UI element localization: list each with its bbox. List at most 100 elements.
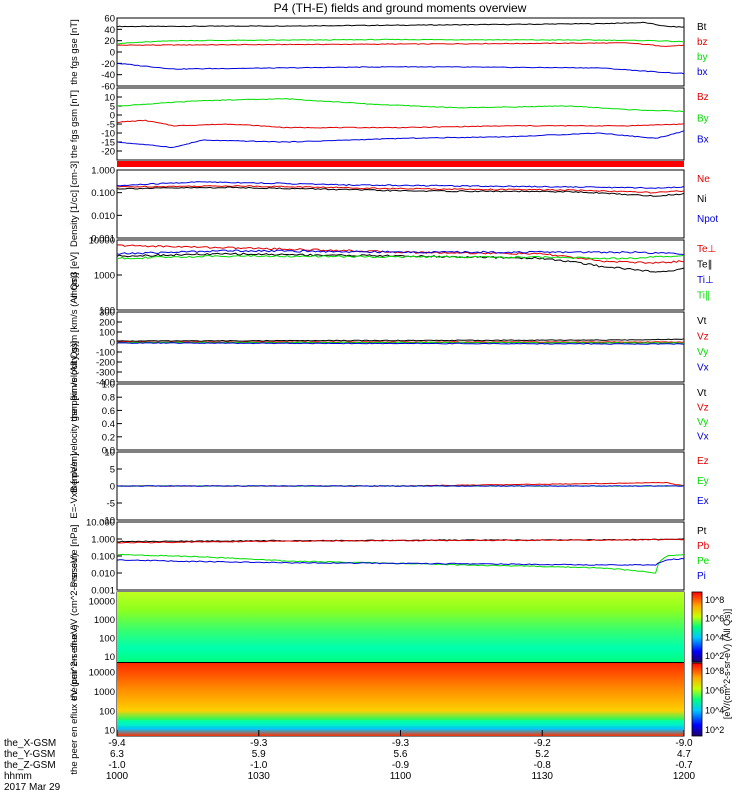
y-tick-label: 0.6 [102, 406, 115, 417]
y-tick-label: -100 [96, 348, 115, 359]
y-tick-label: 10.000 [86, 518, 115, 529]
panel-6: 1.0 0.8 0.6 0.4 0.2 0.0 the peer velocity gsm … [69, 341, 709, 493]
footer-value-y: 5.6 [394, 749, 408, 760]
legend-bx: bx [697, 67, 708, 78]
footer-value-t: 1130 [531, 771, 553, 782]
footer-value-z: -1.0 [250, 760, 268, 771]
y-tick-label: -400 [96, 378, 115, 389]
y-tick-label: 1000 [94, 615, 115, 626]
colorbar-ions [691, 591, 703, 663]
electron-spectrogram [117, 663, 684, 736]
footer-row-label: the_Z-GSM [4, 760, 56, 771]
legend-Ey: Ey [697, 476, 709, 487]
y-tick-label: 0.001 [91, 234, 115, 245]
y-tick-label: -5 [107, 499, 115, 510]
legend-By: By [697, 113, 709, 124]
series-Npot [116, 181, 685, 189]
footer-row-label: the_X-GSM [4, 738, 56, 749]
legend-Vt: Vt [697, 388, 707, 399]
y-tick-label: -10 [101, 516, 115, 527]
y-tick-label: 0.8 [102, 393, 115, 404]
panel-frame [116, 311, 685, 383]
series-Pi [116, 557, 685, 566]
footer-value-z: -0.7 [675, 760, 693, 771]
footer-value-y: 4.7 [677, 749, 691, 760]
series-Ti∥ [116, 254, 685, 260]
legend-bz: bz [697, 37, 708, 48]
series-Ne [116, 185, 685, 194]
colorbar-tick: 10^8 [705, 595, 724, 605]
y-tick-label: 10 [104, 726, 115, 737]
footer-value-z: -0.8 [534, 760, 552, 771]
legend-Ti∥: Ti∥ [697, 291, 710, 302]
panel-frame [116, 239, 685, 311]
y-tick-label: 10000 [89, 596, 115, 607]
panel-8: 10.000 1.000 0.100 0.010 0.001 Pressure [nPa]… [69, 518, 710, 597]
y-tick-label: 0.001 [91, 586, 115, 597]
panel-frame [116, 169, 685, 239]
legend-Ni: Ni [697, 194, 706, 205]
series-Ni [116, 186, 685, 197]
y-tick-label: 60 [104, 14, 115, 25]
y-tick-label: 100 [99, 706, 115, 717]
legend-Vz: Vz [697, 403, 709, 414]
y-tick-label: 10000 [89, 668, 115, 679]
y-axis-label: Density [1/cc] [cm-3] [69, 161, 80, 247]
y-tick-label: 0.100 [91, 188, 115, 199]
y-tick-label: 100 [99, 306, 115, 317]
y-tick-label: 1.000 [91, 535, 115, 546]
legend-Pi: Pi [697, 571, 706, 582]
colorbar-tick: 10^6 [705, 686, 724, 696]
y-tick-label: -200 [96, 358, 115, 369]
y-tick-label: 1000 [94, 687, 115, 698]
series-Bt [116, 21, 685, 28]
legend-by: by [697, 52, 708, 63]
ion-spectrogram [117, 592, 684, 662]
y-tick-label: 1.000 [91, 166, 115, 177]
series-Te∥ [116, 252, 685, 273]
panel-4: 10000 1000 100 mom3 [eV] Te⊥ Te∥ Ti⊥ Ti∥ [69, 236, 716, 317]
y-tick-label: 0 [110, 111, 115, 122]
panel-3: 1.000 0.100 0.010 0.001 Density [1/cc] [cm-3… [69, 161, 718, 247]
colorbar-tick: 10^4 [705, 632, 724, 642]
colorbar-tick: 10^4 [705, 705, 724, 715]
legend-Vx: Vx [697, 432, 709, 443]
legend-Te∥: Te∥ [697, 260, 713, 271]
legend-Npot: Npot [697, 214, 718, 225]
legend-Vt: Vt [697, 316, 707, 327]
y-axis-label: the fgs gsm [nT] [69, 90, 80, 158]
y-tick-label: 5 [110, 465, 115, 476]
series-by [116, 38, 685, 45]
panel-frame [116, 521, 685, 591]
y-tick-label: 200 [99, 318, 115, 329]
footer-value-t: 1030 [248, 771, 271, 782]
series-Bz [116, 119, 685, 129]
y-axis-label: the peir en eflux eV (cm^2-s-sr-eV) [69, 553, 80, 700]
y-tick-label: -20 [101, 147, 115, 158]
footer-value-y: 5.2 [535, 749, 549, 760]
y-tick-label: 0.2 [102, 432, 115, 443]
legend-Pb: Pb [697, 541, 710, 552]
colorbar-tick: 10^6 [705, 614, 724, 624]
y-tick-label: 40 [104, 25, 115, 36]
y-tick-label: -5 [107, 120, 115, 131]
panel-7: 10 5 0 -5 -10 E=-VxB [mV/m] Ez Ey Ex [69, 448, 709, 527]
y-tick-label: 0 [110, 482, 115, 493]
y-tick-label: 0.0 [102, 446, 115, 457]
y-tick-label: 10 [104, 652, 115, 663]
y-tick-label: 10 [104, 93, 115, 104]
footer-value-x: -9.3 [250, 738, 268, 749]
panel-frame [116, 17, 685, 87]
y-axis-label: E=-VxB [mV/m] [69, 453, 80, 518]
series-bx [116, 63, 685, 75]
footer-value-x: -9.4 [108, 738, 126, 749]
footer-value-x: -9.2 [534, 738, 552, 749]
y-axis-label: the peer en eflux eV (cm^2-s-sr-eV) [69, 624, 80, 774]
y-axis-label: Pressure [nPa] [69, 525, 80, 588]
y-tick-label: -40 [101, 70, 115, 81]
y-tick-label: 100 [99, 328, 115, 339]
y-tick-label: -300 [96, 368, 115, 379]
